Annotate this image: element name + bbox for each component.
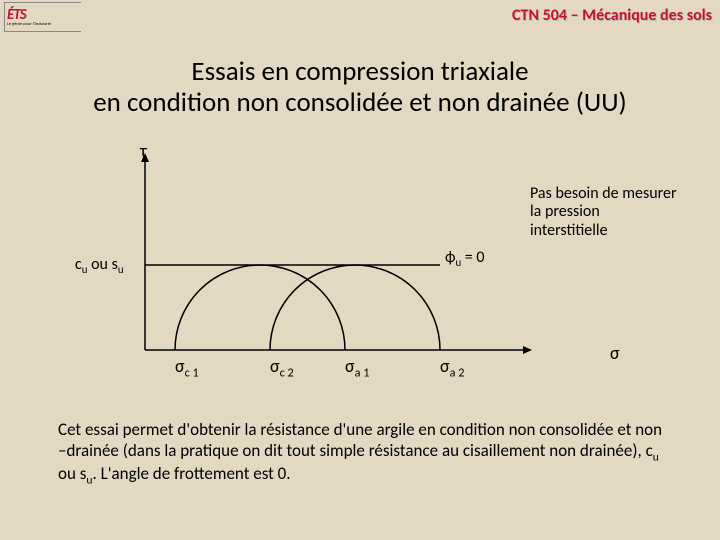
logo: ÉTS Le génie pour l'industrie: [4, 2, 81, 32]
x-tick-label: σa 2: [440, 355, 464, 381]
diagram-svg: [130, 150, 580, 380]
footer-text: Cet essai permet d'obtenir la résistance…: [58, 420, 668, 488]
cu-label: cu ou su: [75, 256, 124, 277]
x-tick-label: σa 1: [345, 355, 369, 381]
x-tick-label: σc 2: [270, 355, 294, 381]
slide: ÉTS Le génie pour l'industrie CTN 504 – …: [0, 0, 720, 540]
header: ÉTS Le génie pour l'industrie CTN 504 – …: [0, 0, 720, 32]
x-axis-label: σ: [610, 342, 620, 364]
side-note: Pas besoin de mesurer la pression inters…: [530, 185, 680, 240]
logo-text: ÉTS: [7, 8, 26, 22]
title-line-2: en condition non consolidée et non drain…: [93, 86, 626, 119]
y-axis-label: τ: [140, 140, 147, 162]
course-code: CTN 504 – Mécanique des sols: [512, 6, 712, 25]
x-tick-label: σc 1: [175, 355, 199, 381]
phi-label: ϕu = 0: [445, 249, 485, 270]
title-line-1: Essais en compression triaxiale: [191, 55, 528, 88]
slide-title: Essais en compression triaxiale en condi…: [0, 56, 720, 118]
mohr-diagram: τ σ cu ou su ϕu = 0 Pas besoin de mesure…: [130, 150, 580, 380]
logo-subtitle: Le génie pour l'industrie: [7, 22, 51, 27]
